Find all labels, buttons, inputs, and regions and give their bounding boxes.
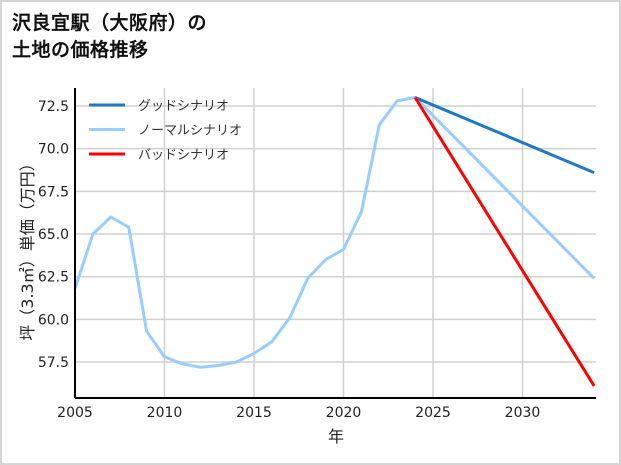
tick-labels: 2005 2010 2015 2020 2025 2030 57.5 60.0 62.5 65.0…: [38, 99, 540, 421]
series-line-1: [75, 96, 596, 369]
x-tick-label: 2025: [415, 405, 451, 421]
title-line-1: 沢良宜駅（大阪府）の: [12, 12, 208, 34]
x-tick-label: 2030: [505, 405, 541, 421]
y-tick-label: 60.0: [38, 312, 69, 328]
y-tick-label: 67.5: [38, 184, 69, 200]
axes: [74, 88, 596, 399]
chart-title: 沢良宜駅（大阪府）の 土地の価格推移: [12, 10, 207, 64]
legend-label: バッドシナリオ: [138, 148, 229, 163]
title-line-2: 土地の価格推移: [12, 39, 149, 61]
x-tick-label: 2010: [147, 405, 183, 421]
y-tick-label: 65.0: [38, 227, 69, 243]
y-axis-label: 坪（3.3㎡）単価（万円）: [18, 155, 37, 340]
legend-label: グッドシナリオ: [138, 99, 229, 114]
x-tick-label: 2020: [326, 405, 362, 421]
y-tick-label: 62.5: [38, 270, 69, 286]
legend-label: ノーマルシナリオ: [138, 124, 242, 139]
series-line-2: [413, 96, 596, 387]
x-tick-label: 2015: [236, 405, 272, 421]
y-tick-label: 57.5: [38, 355, 69, 371]
series-line-0: [414, 96, 595, 174]
x-axis-label: 年: [328, 427, 344, 446]
series-lines: [75, 96, 596, 387]
y-tick-label: 70.0: [38, 142, 69, 158]
y-tick-label: 72.5: [38, 99, 69, 115]
x-tick-label: 2005: [57, 405, 93, 421]
